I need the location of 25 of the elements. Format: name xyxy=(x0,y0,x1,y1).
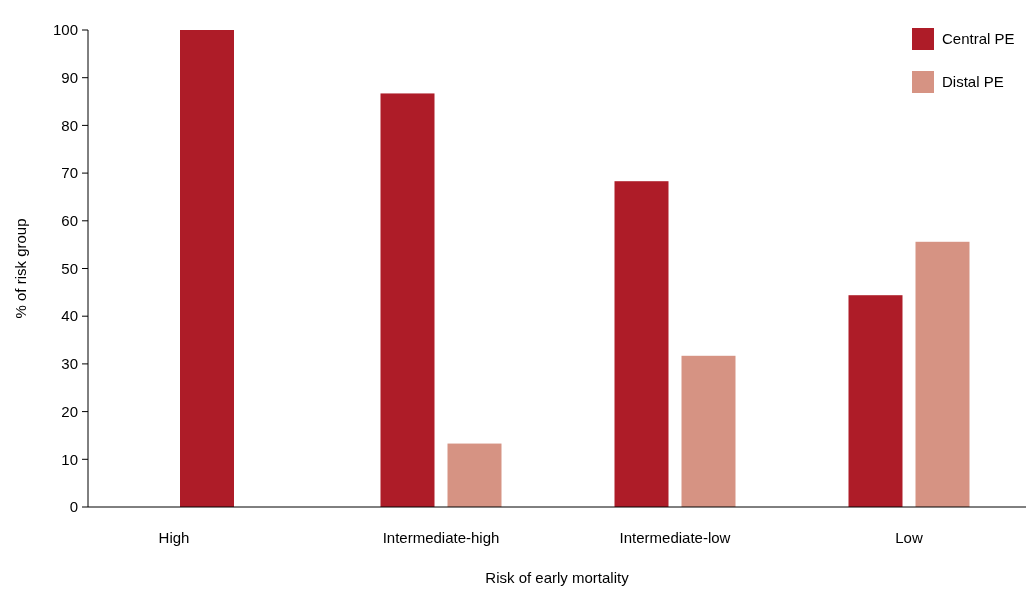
x-tick-label: High xyxy=(158,529,190,546)
y-tick-label: 40 xyxy=(61,307,78,325)
bar xyxy=(915,241,970,507)
legend-label: Distal PE xyxy=(942,73,1004,91)
x-tick-label: Low xyxy=(895,529,923,546)
bar xyxy=(614,181,669,507)
y-tick-label: 60 xyxy=(61,212,78,230)
y-tick-label: 0 xyxy=(69,498,78,516)
x-axis-title: Risk of early mortality xyxy=(485,569,630,586)
bar xyxy=(848,295,903,507)
bar xyxy=(380,93,435,507)
y-tick-label: 20 xyxy=(61,402,78,420)
y-tick-label: 50 xyxy=(61,259,78,277)
y-tick-label: 90 xyxy=(61,68,78,86)
bar xyxy=(447,443,502,507)
y-tick-label: 30 xyxy=(61,355,78,373)
y-tick-label: 100 xyxy=(52,21,78,39)
x-tick-label: Intermediate-high xyxy=(382,529,500,546)
y-tick-label: 80 xyxy=(61,116,78,134)
bar xyxy=(681,355,736,507)
y-tick-label: 70 xyxy=(61,164,78,182)
legend-label: Central PE xyxy=(942,30,1015,48)
y-axis-title: % of risk group xyxy=(12,218,29,319)
x-tick-label: Intermediate-low xyxy=(619,529,731,546)
y-tick-label: 10 xyxy=(61,450,78,468)
